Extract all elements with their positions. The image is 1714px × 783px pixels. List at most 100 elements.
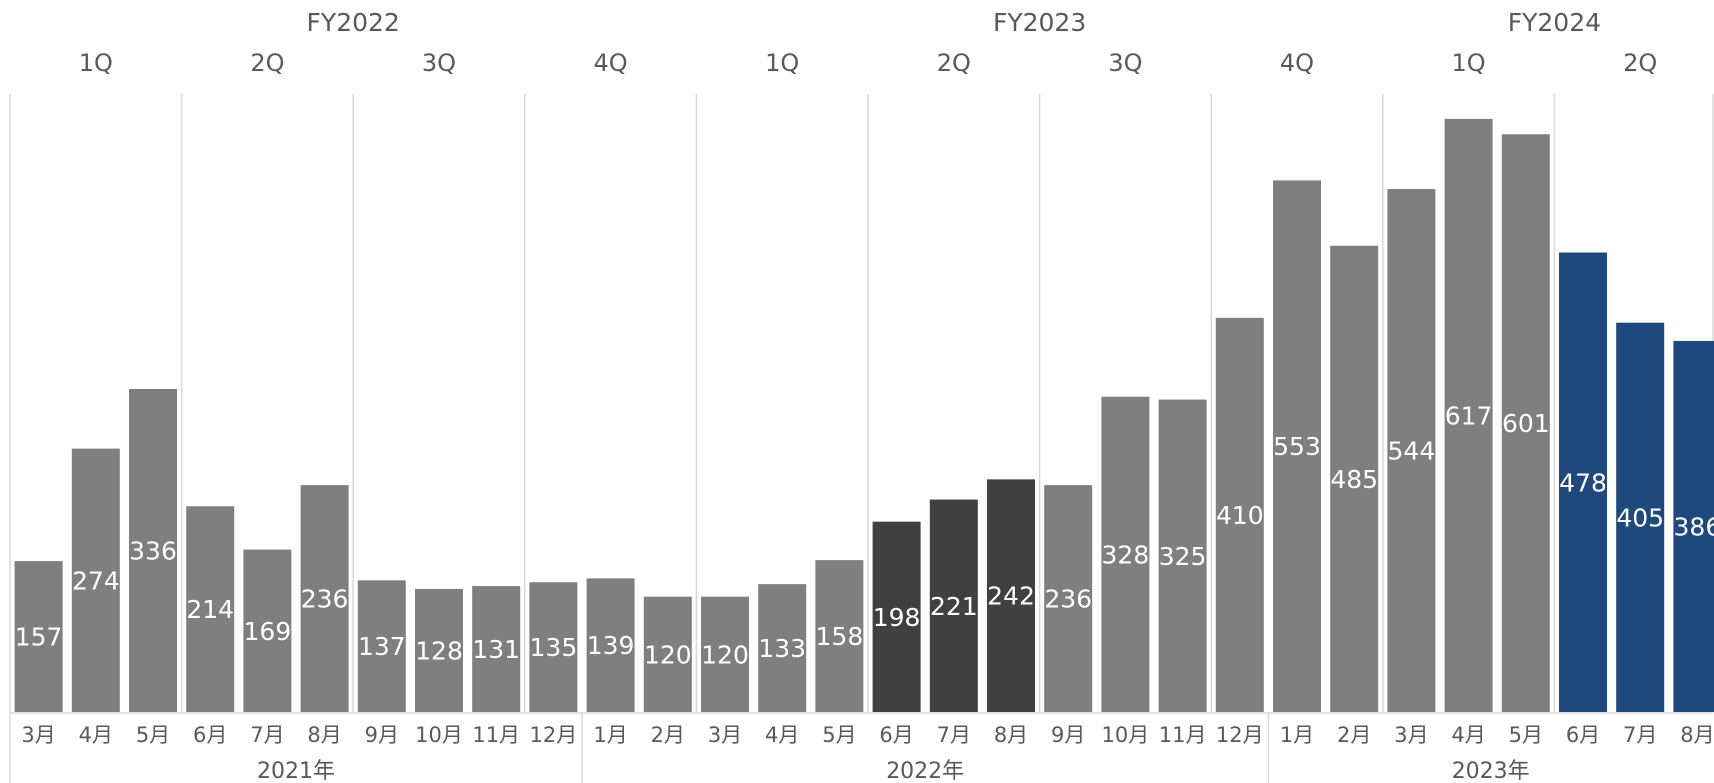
bar <box>1215 317 1264 712</box>
fiscal-year-label: FY2024 <box>1508 8 1601 37</box>
month-tick-label: 3月 <box>1394 723 1428 747</box>
bar <box>1273 180 1321 713</box>
month-tick-label: 2月 <box>1337 723 1371 747</box>
month-tick-label: 4月 <box>79 723 113 747</box>
data-label: 328 <box>1102 540 1150 569</box>
month-tick-label: 8月 <box>1680 723 1714 747</box>
month-tick-label: 5月 <box>136 723 170 747</box>
data-label: 236 <box>301 585 349 614</box>
month-tick-label: 4月 <box>765 723 799 747</box>
quarter-label: 2Q <box>937 49 971 77</box>
month-tick-label: 5月 <box>822 723 856 747</box>
data-label: 617 <box>1445 401 1493 430</box>
data-label: 128 <box>415 636 463 665</box>
data-label: 405 <box>1616 503 1664 532</box>
bar <box>472 586 521 712</box>
month-tick-label: 6月 <box>193 723 227 747</box>
month-tick-label: 4月 <box>1451 723 1485 747</box>
month-tick-label: 5月 <box>1509 723 1543 747</box>
month-axis: 3月 4月 5月 6月 7月 8月 9月 10月 11月 12月 1月 2月 3月 4月 5月 6月 7月 8月 9… <box>10 712 1714 747</box>
bar <box>243 549 292 712</box>
quarter-label: 3Q <box>422 49 456 77</box>
data-label: 214 <box>186 595 234 624</box>
data-label: 410 <box>1216 501 1264 530</box>
bar <box>987 479 1035 712</box>
quarter-labels: 1Q 2Q 3Q 4Q 1Q 2Q 3Q 4Q 1Q 2Q <box>79 49 1658 77</box>
bar <box>1559 252 1607 712</box>
month-tick-label: 10月 <box>1102 723 1150 747</box>
fiscal-year-labels: FY2022 FY2023 FY2024 <box>307 8 1601 37</box>
bar <box>929 499 978 712</box>
data-label: 169 <box>244 617 292 646</box>
data-label: 139 <box>587 631 635 660</box>
quarter-label: 4Q <box>594 49 628 77</box>
bar <box>1616 322 1665 712</box>
data-label: 131 <box>472 635 520 664</box>
data-label: 120 <box>701 640 749 669</box>
bar <box>1444 118 1493 713</box>
month-tick-label: 6月 <box>879 723 913 747</box>
year-label: 2023年 <box>1452 759 1530 783</box>
data-label: 158 <box>816 622 864 651</box>
year-axis: 2021年 2022年 2023年 <box>9 712 1530 783</box>
data-label: 221 <box>930 592 978 621</box>
data-label: 157 <box>15 623 63 652</box>
month-tick-label: 1月 <box>1280 723 1314 747</box>
data-label: 198 <box>873 603 921 632</box>
quarter-label: 3Q <box>1108 49 1142 77</box>
month-tick-label: 8月 <box>994 723 1028 747</box>
data-label: 236 <box>1044 585 1092 614</box>
bar <box>1158 399 1207 712</box>
data-label: 601 <box>1502 409 1550 438</box>
bar <box>643 596 692 712</box>
month-tick-label: 11月 <box>472 723 520 747</box>
month-tick-label: 7月 <box>937 723 971 747</box>
fiscal-year-label: FY2022 <box>307 8 400 37</box>
bar <box>586 578 635 712</box>
month-tick-label: 8月 <box>307 723 341 747</box>
month-tick-label: 12月 <box>1216 723 1264 747</box>
month-tick-label: 9月 <box>365 723 399 747</box>
bar <box>186 506 235 712</box>
bar <box>1044 485 1093 712</box>
data-label: 478 <box>1559 468 1607 497</box>
data-label: 386 <box>1674 512 1714 541</box>
month-tick-label: 6月 <box>1566 723 1600 747</box>
data-label: 485 <box>1330 465 1378 494</box>
quarter-label: 1Q <box>765 49 799 77</box>
bar <box>129 389 177 712</box>
bar <box>872 521 921 712</box>
data-label: 553 <box>1273 432 1321 461</box>
bar <box>1387 189 1436 713</box>
bar <box>758 584 807 712</box>
data-label: 135 <box>530 633 578 662</box>
month-tick-label: 3月 <box>21 723 55 747</box>
month-tick-label: 3月 <box>708 723 742 747</box>
month-tick-label: 2月 <box>651 723 685 747</box>
data-labels: 157 274 336 214 169 236 137 128 131 135 139 120 120 1… <box>15 401 1714 669</box>
bar <box>415 588 463 712</box>
bar <box>1673 340 1714 712</box>
bar <box>1101 396 1150 712</box>
data-label: 274 <box>72 566 120 595</box>
bar <box>300 485 349 712</box>
year-label: 2022年 <box>886 759 964 783</box>
data-label: 325 <box>1159 542 1207 571</box>
bar <box>1330 245 1379 712</box>
month-tick-label: 7月 <box>250 723 284 747</box>
bar <box>14 561 63 712</box>
month-tick-label: 7月 <box>1623 723 1657 747</box>
bar <box>529 582 578 712</box>
quarter-label: 1Q <box>1452 49 1486 77</box>
quarter-label: 2Q <box>250 49 284 77</box>
data-label: 120 <box>644 640 692 669</box>
fiscal-year-label: FY2023 <box>993 8 1086 37</box>
bar <box>71 448 120 712</box>
data-label: 242 <box>987 582 1035 611</box>
month-tick-label: 1月 <box>593 723 627 747</box>
month-tick-label: 10月 <box>415 723 463 747</box>
bar <box>1501 134 1550 712</box>
data-label: 133 <box>758 634 806 663</box>
bar <box>357 580 406 712</box>
